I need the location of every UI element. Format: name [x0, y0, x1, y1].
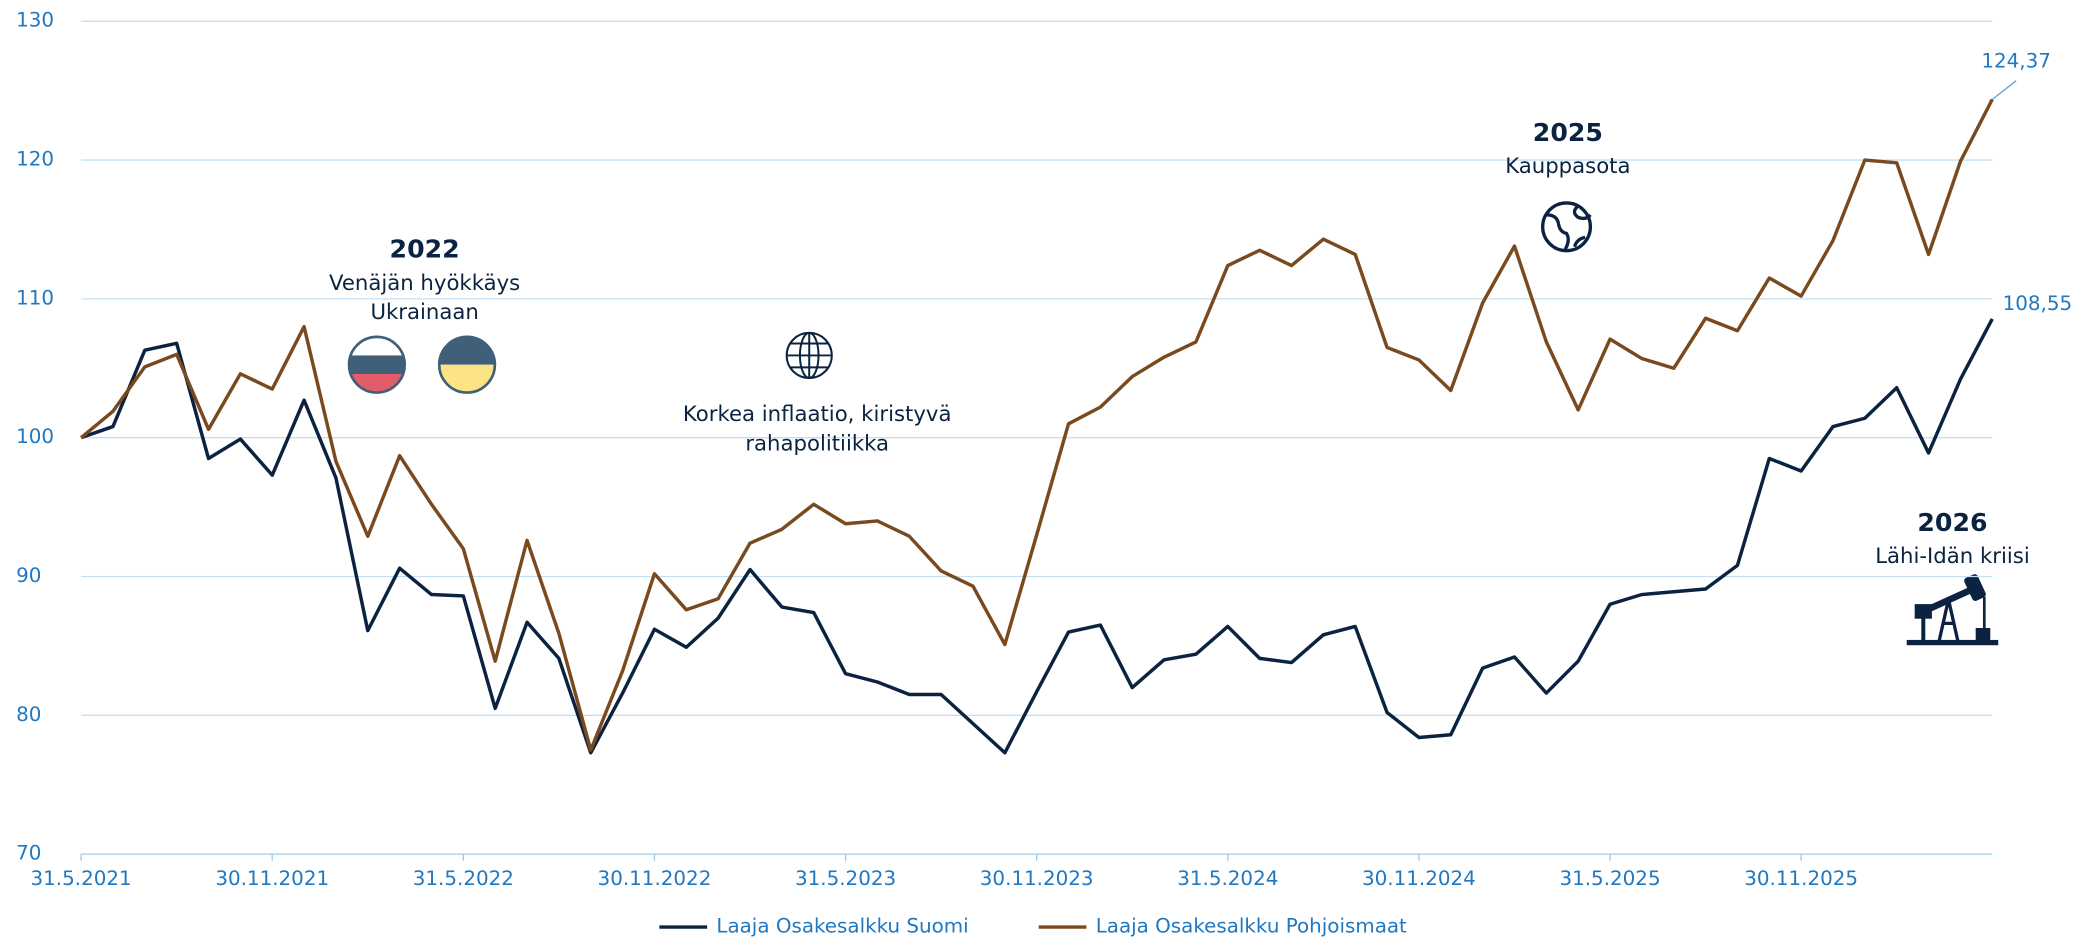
y-tick-label: 90 [16, 564, 41, 587]
annotation-text: Kauppasota [1505, 154, 1630, 179]
label-leader [1991, 80, 2017, 100]
x-tick-label: 30.11.2023 [980, 867, 1094, 890]
annotation-text: Lähi-Idän kriisi [1875, 544, 2030, 569]
x-tick-label: 31.5.2024 [1177, 867, 1278, 890]
flag-russia [347, 335, 407, 394]
x-tick-label: 30.11.2024 [1362, 867, 1476, 890]
annotation-year: 2026 [1917, 508, 1987, 537]
annotation-text: Ukrainaan [370, 300, 478, 325]
x-tick-label: 30.11.2022 [598, 867, 712, 890]
annotation-year: 2025 [1533, 118, 1603, 147]
series-line [80, 318, 1994, 755]
globe-icon [785, 331, 833, 379]
value-label: 124,37 [1981, 50, 2051, 73]
flag-ukraine [437, 335, 497, 394]
legend-label: Laaja Osakesalkku Pohjoismaat [1096, 915, 1407, 938]
annotation-text: rahapolitiikka [745, 431, 889, 456]
x-tick-label: 31.5.2023 [795, 867, 896, 890]
x-tick-label: 30.11.2021 [215, 867, 329, 890]
y-tick-label: 130 [16, 9, 54, 32]
earth-icon [1540, 201, 1593, 253]
y-tick-label: 70 [16, 842, 41, 865]
x-tick-label: 30.11.2025 [1744, 867, 1858, 890]
annotation-text: Korkea inflaatio, kiristyvä [683, 402, 952, 427]
annotation-year: 2022 [390, 235, 460, 264]
y-tick-label: 80 [16, 703, 41, 726]
x-tick-label: 31.5.2025 [1559, 867, 1660, 890]
x-tick-label: 31.5.2022 [413, 867, 514, 890]
annotation-text: Venäjän hyökkäys [329, 271, 520, 296]
legend-label: Laaja Osakesalkku Suomi [716, 915, 968, 938]
x-tick-label: 31.5.2021 [31, 867, 132, 890]
value-label: 108,55 [2003, 292, 2073, 315]
y-tick-label: 120 [16, 148, 54, 171]
y-tick-label: 110 [16, 286, 54, 309]
y-tick-label: 100 [16, 425, 54, 448]
series-line [80, 98, 1994, 752]
oil-pump-icon [1906, 574, 1999, 646]
